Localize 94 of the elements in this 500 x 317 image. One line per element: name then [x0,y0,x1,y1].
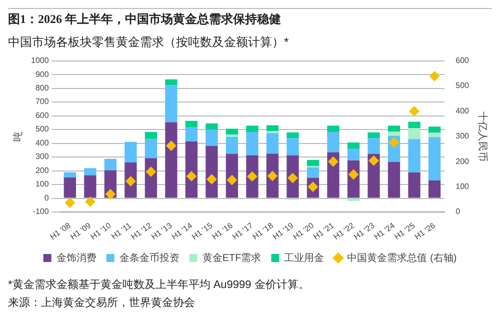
bar [306,167,320,178]
y-tick-label: 700 [35,97,50,106]
chart-subtitle: 中国市场各板块零售黄金需求（按吨数及金额计算）* [8,34,290,51]
bar [206,146,218,198]
bar [408,122,420,128]
bar [185,127,198,142]
bar [347,142,360,149]
point [146,166,156,177]
bar [165,79,178,86]
bar [327,152,340,198]
bar [185,120,198,128]
bar [266,133,279,154]
point [226,175,237,186]
x-tick-label: H1 '26 [413,220,438,242]
bar [327,132,340,152]
bar [165,122,178,198]
chart-title: 图1：2026 年上半年，中国市场黄金总需求保持稳健 [8,8,492,28]
bar [144,138,158,158]
bar [408,139,420,172]
bar [226,128,238,135]
y-tick-label: -100 [32,207,50,216]
bar [185,141,198,198]
bar [368,132,380,138]
y-axis-title: 吨 [12,131,24,142]
point [64,198,75,208]
legend-label: 黄金ETF需求 [202,252,262,264]
bar [124,142,137,163]
point [368,156,379,166]
bar [428,180,441,198]
bar [428,137,441,180]
bar [408,172,420,198]
bar [368,138,380,154]
bar [84,175,96,198]
y-tick-label: 1000 [31,56,50,66]
y-tick-label: 500 [35,124,50,134]
y-tick-label: 400 [35,138,50,148]
y-tick-label: 300 [35,152,50,162]
bar [84,168,96,176]
bar [388,132,400,136]
y2-tick-label: 500 [456,81,470,90]
point [328,156,338,167]
bar [64,177,76,198]
legend-label: 金饰消费 [56,252,96,264]
y-tick-label: 0 [44,193,50,202]
bar [327,126,340,132]
bar [64,172,76,178]
point [288,172,298,183]
bar [286,155,299,198]
y-tick-label: 100 [35,180,50,189]
bar [246,155,258,198]
bar [246,132,258,156]
bar [388,162,400,198]
bar [428,126,441,133]
bar [206,130,218,146]
y-tick-label: 600 [35,110,50,120]
y-tick-label: 800 [35,83,50,92]
bar [246,126,258,132]
bar [104,158,117,170]
legend-label: 工业用金 [284,252,324,264]
bar [144,132,158,139]
y2-tick-label: 200 [456,156,470,166]
point [206,174,217,184]
bar [347,148,360,160]
point [430,71,440,82]
point [166,140,176,151]
bar [226,136,238,154]
bar [306,160,320,166]
source-note: 来源：上海黄金交易所，世界黄金协会 [8,296,196,310]
y2-tick-label: 400 [456,106,470,116]
bar [266,125,279,132]
point [267,170,278,181]
legend-label: 金条金币投资 [119,252,180,264]
bar [388,126,400,132]
y-tick-label: 900 [35,70,50,79]
bar [286,132,299,138]
bar [286,138,299,156]
point [85,196,96,207]
bar [428,132,441,138]
bar [206,123,218,130]
y2-axis-title: 十亿人民币 [476,111,488,162]
point [105,189,116,200]
point [389,137,400,148]
legend-label: 中国黄金需求总值 (右轴) [347,252,457,264]
point [186,171,196,182]
y2-tick-label: 0 [456,207,461,216]
y2-tick-label: 600 [456,56,470,66]
y-tick-label: 200 [35,166,50,175]
y2-tick-label: 300 [456,132,470,141]
bar [165,85,178,122]
point [247,171,258,182]
y2-tick-label: 100 [456,182,470,192]
text: *黄金需求金额基于黄金吨数及上半年平均 Au9999 金价计算。 [8,278,310,292]
point [409,106,420,116]
bar [408,128,420,140]
